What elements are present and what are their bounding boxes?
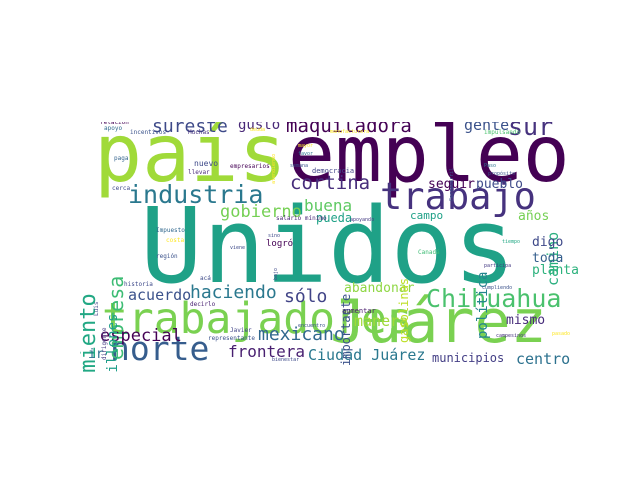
word-planta: planta	[532, 263, 579, 278]
word-costa: costa	[166, 237, 185, 244]
word-participa: participa	[484, 263, 512, 269]
word-municipios: municipios	[432, 351, 505, 365]
word-seguir: seguir	[428, 177, 475, 192]
word-millones: millones	[105, 313, 121, 372]
word-apoyando: apoyando	[350, 217, 375, 223]
word-trabajo: trabajo	[380, 175, 536, 218]
word-paso: Paso	[484, 163, 497, 169]
word-decirlo: decirlo	[190, 301, 216, 308]
word-deuda: deuda	[250, 127, 266, 133]
word-pasado: pasado	[552, 331, 571, 337]
word-sureste: sureste	[152, 122, 228, 137]
word-paga: paga	[114, 155, 129, 162]
word-mayor: mayor	[298, 143, 314, 149]
word-muchas: Muchas	[188, 129, 210, 136]
word-impulsando: impulsando	[484, 129, 521, 136]
word-ferrocarril: Ferrocarril	[449, 167, 455, 201]
word-salario-minimo: salario mínimo	[276, 215, 327, 222]
word-apoyo: apoyo	[104, 125, 123, 132]
word-cerca: cerca	[112, 185, 131, 192]
word-sino: sino	[268, 233, 281, 239]
word-cortina: cortina	[290, 172, 371, 194]
word-mexicano: mexicano	[258, 324, 345, 345]
word-acuerdo: acuerdo	[128, 286, 192, 304]
word-especial: especial	[100, 326, 182, 346]
word-favor: favor	[298, 151, 314, 157]
word-haciendo: haciendo	[190, 282, 277, 303]
word-abandonar: abandonar	[344, 281, 415, 296]
word-aca: acá	[200, 275, 211, 282]
word-impuesto: Impuesto	[156, 227, 185, 234]
word-proposito: propósito	[488, 171, 516, 177]
word-gente: gente	[464, 122, 510, 134]
word-historia: historia	[124, 281, 153, 288]
word-region: región	[156, 253, 178, 260]
word-ciudad-juarez: Ciudad Juárez	[308, 346, 426, 364]
word-aumentar: aumentar	[342, 307, 376, 315]
word-empresarios: empresarios	[230, 163, 270, 170]
word-mismo: mismo	[506, 313, 546, 328]
word-luis: Luis	[93, 301, 100, 317]
word-frontera: frontera	[228, 342, 306, 361]
word-atendiendo: atendiendo	[271, 153, 277, 184]
word-politica: política	[475, 271, 491, 340]
word-democracia: democracia	[312, 167, 355, 175]
word-gusto: gusto	[238, 122, 281, 133]
word-cumpliendo: cumpliendo	[482, 285, 513, 291]
word-bajo: bajo	[273, 267, 279, 280]
word-pais: país	[94, 122, 287, 200]
word-industria: industria	[128, 180, 264, 209]
word-campesinos: campesinos	[496, 333, 527, 339]
word-cloud: Unidos empleo país Juárez trabajadores norte t…	[80, 122, 580, 372]
word-buena: buena	[304, 196, 353, 215]
word-gobierno: gobierno	[220, 202, 302, 222]
word-sur: sur	[508, 122, 554, 141]
word-trabajadores: trabajadores	[102, 294, 413, 344]
word-encuentro: encuentro	[298, 323, 326, 329]
word-pueda: pueda	[316, 211, 353, 225]
word-tiempo: tiempo	[502, 239, 521, 245]
word-empleo: empleo	[288, 122, 570, 200]
word-javier: Javier	[230, 327, 252, 334]
word-digo: digo	[532, 235, 564, 250]
word-pueblo: pueblo	[476, 177, 523, 192]
word-manera: manera	[354, 312, 409, 330]
word-importante: importante	[339, 293, 353, 366]
word-campo: campo	[410, 209, 444, 222]
word-semana: semana	[290, 163, 309, 169]
word-incentivos: incentivos	[130, 129, 167, 136]
word-gasolinas: gasolinas	[397, 277, 411, 343]
word-dirigente: dirigente	[101, 327, 108, 361]
word-representante: representante	[208, 335, 255, 342]
word-unidos: Unidos	[140, 185, 516, 307]
word-toda: toda	[532, 251, 564, 266]
word-centro: centro	[516, 350, 571, 368]
word-bienestar: bienestar	[272, 357, 300, 363]
word-norte: norte	[110, 329, 210, 368]
word-llevar: llevar	[188, 169, 210, 176]
word-solo: sólo	[284, 286, 328, 307]
word-maquiladora: maquiladora	[286, 122, 412, 137]
word-canada: Canadá	[418, 249, 440, 256]
word-juarez: Juárez	[330, 287, 547, 357]
word-logro: logró	[266, 239, 294, 249]
word-anos: años	[518, 209, 550, 224]
word-ir: ir	[88, 347, 104, 362]
word-manufacturera: manufacturera	[330, 129, 370, 135]
word-relacion: relación	[100, 122, 129, 126]
word-chihuahua: Chihuahua	[426, 284, 562, 313]
word-viene: viene	[230, 245, 246, 251]
word-nuevo: nuevo	[194, 159, 219, 168]
